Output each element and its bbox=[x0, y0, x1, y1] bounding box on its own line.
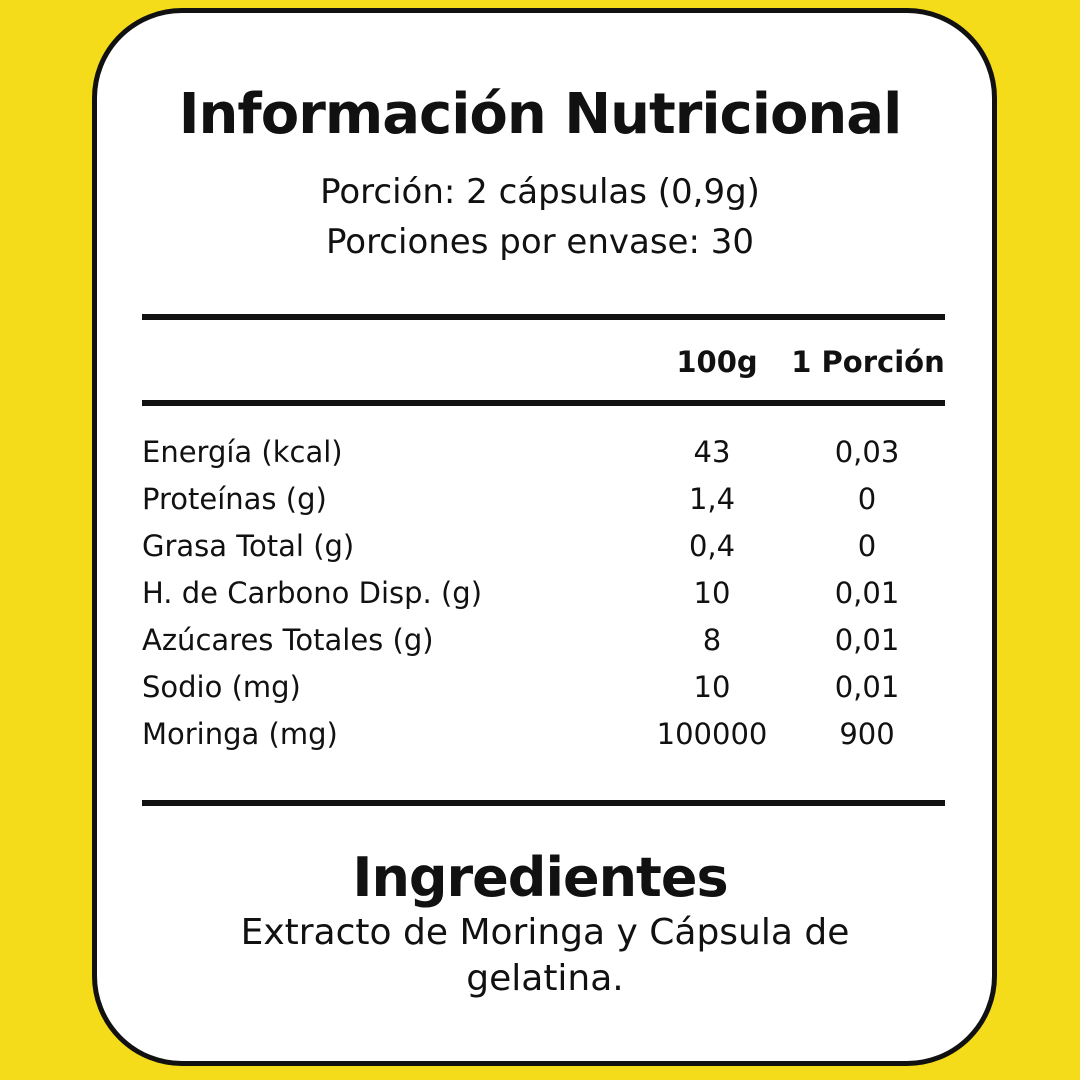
divider bbox=[142, 400, 945, 406]
divider bbox=[142, 314, 945, 320]
nutrient-label: Sodio (mg) bbox=[142, 670, 301, 704]
nutrient-label: H. de Carbono Disp. (g) bbox=[142, 576, 483, 610]
nutrition-row: Moringa (mg) 100000 900 bbox=[142, 717, 945, 763]
value-100g: 0,4 bbox=[688, 529, 736, 563]
nutrient-label: Azúcares Totales (g) bbox=[142, 623, 434, 657]
nutrition-row: Sodio (mg) 10 0,01 bbox=[142, 670, 945, 716]
value-serving: 0,01 bbox=[834, 576, 900, 610]
nutrition-row: H. de Carbono Disp. (g) 10 0,01 bbox=[142, 576, 945, 622]
nutrition-row: Proteínas (g) 1,4 0 bbox=[142, 482, 945, 528]
divider bbox=[142, 800, 945, 806]
value-100g: 100000 bbox=[656, 717, 768, 751]
value-100g: 10 bbox=[693, 576, 731, 610]
nutrient-label: Moringa (mg) bbox=[142, 717, 338, 751]
nutrient-label: Grasa Total (g) bbox=[142, 529, 355, 563]
nutrient-label: Energía (kcal) bbox=[142, 435, 343, 469]
value-serving: 0,01 bbox=[834, 623, 900, 657]
nutrition-row: Grasa Total (g) 0,4 0 bbox=[142, 529, 945, 575]
nutrition-row: Energía (kcal) 43 0,03 bbox=[142, 435, 945, 481]
servings-per-container: Porciones por envase: 30 bbox=[325, 222, 754, 262]
column-header-100g: 100g bbox=[676, 345, 758, 379]
nutrient-label: Proteínas (g) bbox=[142, 482, 327, 516]
value-100g: 1,4 bbox=[688, 482, 736, 516]
page-title: Información Nutricional bbox=[178, 82, 903, 147]
ingredients-title: Ingredientes bbox=[352, 846, 728, 909]
nutrition-row: Azúcares Totales (g) 8 0,01 bbox=[142, 623, 945, 669]
value-serving: 900 bbox=[839, 717, 895, 751]
value-100g: 10 bbox=[693, 670, 731, 704]
serving-size: Porción: 2 cápsulas (0,9g) bbox=[320, 172, 760, 212]
value-100g: 8 bbox=[702, 623, 722, 657]
column-header-serving: 1 Porción bbox=[791, 345, 945, 379]
value-serving: 0 bbox=[857, 529, 877, 563]
ingredients-text: Extracto de Moringa y Cápsula de gelatin… bbox=[240, 912, 850, 999]
nutrition-card bbox=[92, 8, 997, 1066]
value-100g: 43 bbox=[693, 435, 731, 469]
value-serving: 0 bbox=[857, 482, 877, 516]
value-serving: 0,01 bbox=[834, 670, 900, 704]
value-serving: 0,03 bbox=[834, 435, 900, 469]
